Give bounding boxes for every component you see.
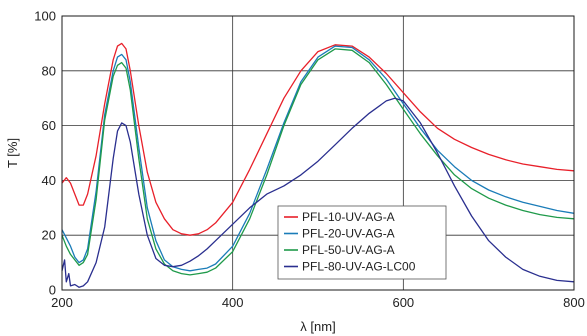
x-axis-ticks: 200 400 600 800 (51, 295, 585, 310)
legend-box (277, 205, 447, 280)
y-tick-label: 20 (42, 228, 56, 243)
series-line-2 (61, 45, 575, 272)
x-axis-title: λ [nm] (300, 319, 335, 334)
x-tick-label: 400 (222, 295, 244, 310)
y-tick-label: 0 (49, 283, 56, 298)
y-tick-label: 60 (42, 118, 56, 133)
y-axis-ticks: 0 20 40 60 80 100 (34, 9, 56, 298)
legend: PFL-10-UV-AG-A PFL-20-UV-AG-A PFL-50-UV-AG… (277, 205, 447, 280)
legend-label-3: PFL-50-UV-AG-A (302, 243, 395, 257)
legend-label-2: PFL-20-UV-AG-A (302, 227, 395, 241)
x-tick-label: 600 (392, 295, 414, 310)
legend-label-1: PFL-10-UV-AG-A (302, 210, 395, 224)
series-line-1 (61, 42, 575, 236)
series-layer (61, 42, 575, 288)
x-tick-label: 200 (51, 295, 73, 310)
series-line-4 (61, 97, 575, 288)
plot-area-frame (61, 15, 575, 291)
y-tick-label: 40 (42, 173, 56, 188)
y-tick-label: 80 (42, 63, 56, 78)
legend-label-4: PFL-80-UV-AG-LC00 (302, 260, 416, 274)
x-tick-label: 800 (563, 295, 585, 310)
y-tick-label: 100 (34, 9, 56, 24)
y-axis-title: T [%] (5, 138, 20, 168)
series-line-3 (61, 48, 575, 276)
